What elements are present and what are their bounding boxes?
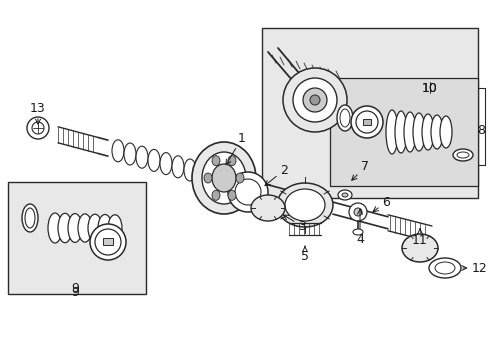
Ellipse shape <box>385 110 397 154</box>
Ellipse shape <box>172 156 183 178</box>
Ellipse shape <box>212 164 236 192</box>
Ellipse shape <box>68 213 82 242</box>
Bar <box>329 78 477 186</box>
Text: 11: 11 <box>411 229 427 247</box>
Ellipse shape <box>136 146 148 168</box>
Ellipse shape <box>336 105 352 131</box>
Ellipse shape <box>428 258 460 278</box>
Ellipse shape <box>352 229 362 235</box>
Text: 9: 9 <box>71 282 79 294</box>
Text: 3: 3 <box>283 215 305 233</box>
Ellipse shape <box>276 183 332 227</box>
Text: 1: 1 <box>225 131 245 165</box>
Ellipse shape <box>292 78 336 122</box>
Ellipse shape <box>394 111 406 153</box>
Ellipse shape <box>27 117 49 139</box>
Ellipse shape <box>148 149 160 171</box>
Ellipse shape <box>192 142 256 214</box>
Ellipse shape <box>337 190 351 200</box>
Ellipse shape <box>439 116 451 148</box>
Ellipse shape <box>403 112 415 152</box>
Ellipse shape <box>112 140 124 162</box>
Ellipse shape <box>401 234 437 262</box>
Ellipse shape <box>283 68 346 132</box>
Ellipse shape <box>341 193 347 197</box>
Bar <box>103 238 113 245</box>
Ellipse shape <box>202 152 245 204</box>
Ellipse shape <box>430 115 442 149</box>
Ellipse shape <box>212 190 220 200</box>
Bar <box>262 28 477 198</box>
Ellipse shape <box>108 215 122 241</box>
Ellipse shape <box>124 143 136 165</box>
Ellipse shape <box>227 156 236 166</box>
Ellipse shape <box>48 213 62 243</box>
Text: 7: 7 <box>351 161 368 180</box>
Ellipse shape <box>227 172 267 212</box>
Ellipse shape <box>348 203 366 221</box>
Bar <box>362 119 370 125</box>
Ellipse shape <box>98 215 112 242</box>
Ellipse shape <box>183 159 196 181</box>
Ellipse shape <box>309 95 319 105</box>
Ellipse shape <box>78 214 92 242</box>
Ellipse shape <box>22 204 38 232</box>
Text: 9: 9 <box>71 285 79 298</box>
Text: 2: 2 <box>264 163 287 185</box>
Ellipse shape <box>350 106 382 138</box>
Ellipse shape <box>285 189 325 221</box>
Ellipse shape <box>412 113 424 151</box>
Text: 6: 6 <box>372 195 389 212</box>
Text: 8: 8 <box>476 123 484 136</box>
Ellipse shape <box>212 156 220 166</box>
Ellipse shape <box>452 149 472 161</box>
Ellipse shape <box>58 213 72 243</box>
Text: 10: 10 <box>421 81 437 94</box>
Ellipse shape <box>421 114 433 150</box>
Text: 5: 5 <box>301 246 308 264</box>
Bar <box>8 182 146 294</box>
Ellipse shape <box>88 214 102 242</box>
Ellipse shape <box>303 88 326 112</box>
Text: 13: 13 <box>30 102 46 124</box>
Ellipse shape <box>227 190 236 200</box>
Text: 12: 12 <box>461 261 487 274</box>
Ellipse shape <box>250 195 285 221</box>
Ellipse shape <box>203 173 212 183</box>
Text: 10: 10 <box>421 81 437 94</box>
Ellipse shape <box>90 224 126 260</box>
Ellipse shape <box>353 208 361 216</box>
Ellipse shape <box>236 173 244 183</box>
Ellipse shape <box>160 153 172 175</box>
Text: 4: 4 <box>355 209 363 246</box>
